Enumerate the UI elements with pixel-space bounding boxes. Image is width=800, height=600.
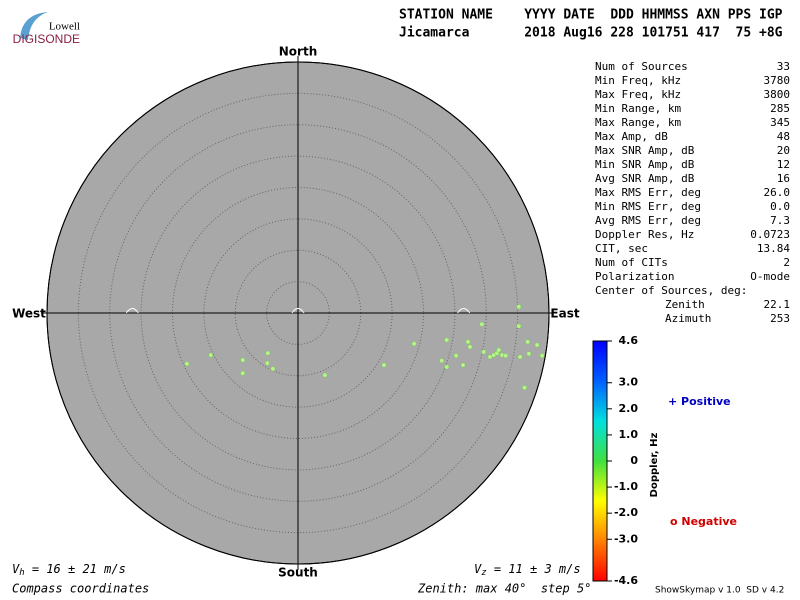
center-value: 22.1 [764, 298, 791, 311]
legend-negative: o Negative [670, 515, 737, 528]
marker [457, 308, 471, 314]
source-point [322, 372, 328, 378]
stat-label: Max SNR Amp, dB [595, 144, 695, 157]
stat-value: 0.0 [770, 200, 790, 213]
stat-label: Max Amp, dB [595, 130, 668, 143]
colorbar-tick-label: 1.0 [619, 428, 639, 441]
source-point [503, 353, 509, 359]
stat-value: 7.3 [770, 214, 790, 227]
colorbar-tick-label: -3.0 [614, 532, 638, 545]
source-point [264, 360, 270, 366]
header-line: Jicamarca 2018 Aug16 228 101751 417 75 +… [399, 26, 783, 41]
center-label: Azimuth [665, 312, 711, 325]
source-point [240, 370, 246, 376]
source-point [240, 357, 246, 363]
colorbar-tick-label: -2.0 [614, 506, 638, 519]
source-point [516, 304, 522, 310]
coords-label: Compass coordinates [12, 582, 149, 596]
source-point [522, 385, 527, 391]
side-panel: Num of Sources 33 Min Freq, kHz 3780 Max Fre… [592, 60, 791, 587]
source-point [467, 344, 473, 350]
source-point [479, 321, 485, 327]
source-point [453, 353, 459, 359]
stat-value: 3800 [764, 88, 791, 101]
source-point [439, 358, 445, 364]
vz: Vz = 11 ± 3 m/s [474, 562, 581, 578]
colorbar-label: Doppler, Hz [649, 433, 660, 498]
source-point [525, 339, 531, 345]
source-point [516, 323, 522, 329]
stat-value: O-mode [750, 270, 790, 283]
stat-label: Max RMS Err, deg [595, 186, 701, 199]
stat-label: CIT, sec [595, 242, 648, 255]
stat-value: 16 [777, 172, 790, 185]
logo-top: Lowell [49, 21, 80, 33]
colorbar-tick-label: 3.0 [619, 376, 639, 389]
dir-label: North [279, 45, 317, 59]
stat-value: 345 [770, 116, 790, 129]
zenith-label: Zenith: max 40° step 5° [417, 582, 591, 596]
stat-value: 13.84 [757, 242, 790, 255]
plot: North South West East [12, 45, 580, 580]
logo-swoosh [20, 12, 48, 40]
dir-label: East [550, 307, 579, 321]
legend-positive: + Positive [668, 395, 731, 408]
stat-value: 285 [770, 102, 790, 115]
colorbar-tick-label: 0 [630, 454, 638, 467]
source-point [270, 366, 276, 372]
stat-label: Max Range, km [595, 116, 681, 129]
colorbar-tick-label: -4.6 [614, 574, 638, 587]
stat-label: Polarization [595, 270, 674, 283]
stat-label: Num of CITs [595, 256, 668, 269]
colorbar-tick-label: -1.0 [614, 480, 638, 493]
source-point [265, 350, 271, 356]
dir-label: South [278, 566, 318, 580]
stat-label: Min SNR Amp, dB [595, 158, 695, 171]
source-point [208, 352, 214, 358]
center-value: 253 [770, 312, 790, 325]
colorbar-tick-label: 4.6 [619, 334, 639, 347]
source-point [526, 351, 532, 357]
source-point [460, 362, 466, 368]
stat-value: 26.0 [764, 186, 791, 199]
stat-label: Min Freq, kHz [595, 74, 681, 87]
stat-value: 12 [777, 158, 790, 171]
stat-value: 2 [783, 256, 790, 269]
logo-bottom: DIGISONDE [13, 32, 80, 46]
source-point [539, 353, 545, 359]
source-point [481, 349, 487, 355]
stat-label: Min RMS Err, deg [595, 200, 701, 213]
header-line: STATION NAME YYYY DATE DDD HHMMSS AXN PP… [399, 8, 783, 23]
vh: Vh = 16 ± 21 m/s [12, 562, 126, 578]
stat-value: 0.0723 [750, 228, 790, 241]
source-point [381, 362, 387, 368]
source-point [444, 337, 450, 343]
source-point [444, 364, 450, 370]
version: ShowSkymap v 1.0 SD v 4.2 [655, 586, 784, 596]
stat-label: Avg SNR Amp, dB [595, 172, 695, 185]
stat-value: 20 [777, 144, 790, 157]
stat-label: Avg RMS Err, deg [595, 214, 701, 227]
stat-label: Doppler Res, Hz [595, 228, 694, 241]
source-point [411, 341, 417, 347]
marker [291, 308, 305, 314]
source-point [534, 342, 540, 348]
colorbar-tick-label: 2.0 [619, 402, 639, 415]
stat-label: Num of Sources [595, 60, 688, 73]
marker [125, 308, 139, 314]
colorbar [592, 340, 608, 582]
center-label: Zenith [665, 298, 705, 311]
source-point [465, 339, 471, 345]
stat-value: 33 [777, 60, 790, 73]
stat-label: Max Freq, kHz [595, 88, 681, 101]
stat-value: 48 [777, 130, 790, 143]
stat-value: 3780 [764, 74, 791, 87]
stat-label: Min Range, km [595, 102, 681, 115]
source-point [517, 354, 523, 360]
dir-label: West [12, 307, 46, 321]
source-point [184, 361, 190, 367]
source-point [496, 347, 502, 353]
center-title: Center of Sources, deg: [595, 284, 747, 297]
